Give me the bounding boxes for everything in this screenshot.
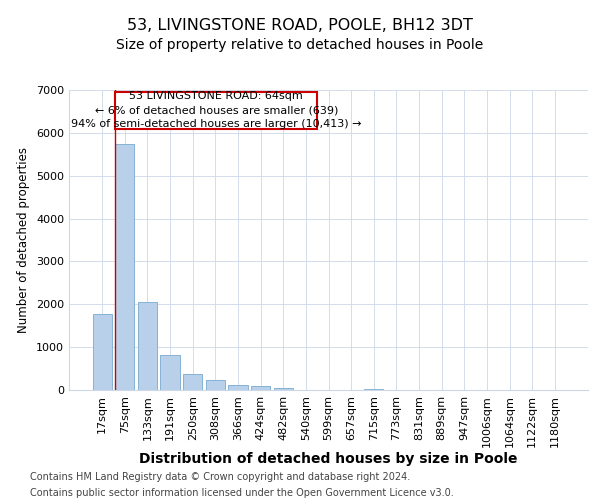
- X-axis label: Distribution of detached houses by size in Poole: Distribution of detached houses by size …: [139, 452, 518, 466]
- Text: 53, LIVINGSTONE ROAD, POOLE, BH12 3DT: 53, LIVINGSTONE ROAD, POOLE, BH12 3DT: [127, 18, 473, 32]
- Bar: [92, 314, 112, 390]
- Text: 53 LIVINGSTONE ROAD: 64sqm
← 6% of detached houses are smaller (639)
94% of semi: 53 LIVINGSTONE ROAD: 64sqm ← 6% of detac…: [71, 92, 361, 130]
- Y-axis label: Number of detached properties: Number of detached properties: [17, 147, 31, 333]
- Bar: [115, 144, 134, 390]
- Bar: [206, 380, 225, 390]
- FancyBboxPatch shape: [115, 92, 317, 128]
- Bar: [274, 388, 293, 390]
- Bar: [138, 302, 157, 390]
- Text: Size of property relative to detached houses in Poole: Size of property relative to detached ho…: [116, 38, 484, 52]
- Text: Contains public sector information licensed under the Open Government Licence v3: Contains public sector information licen…: [30, 488, 454, 498]
- Bar: [229, 386, 248, 390]
- Bar: [364, 388, 383, 390]
- Bar: [183, 374, 202, 390]
- Text: Contains HM Land Registry data © Crown copyright and database right 2024.: Contains HM Land Registry data © Crown c…: [30, 472, 410, 482]
- Bar: [251, 386, 270, 390]
- Bar: [160, 355, 180, 390]
